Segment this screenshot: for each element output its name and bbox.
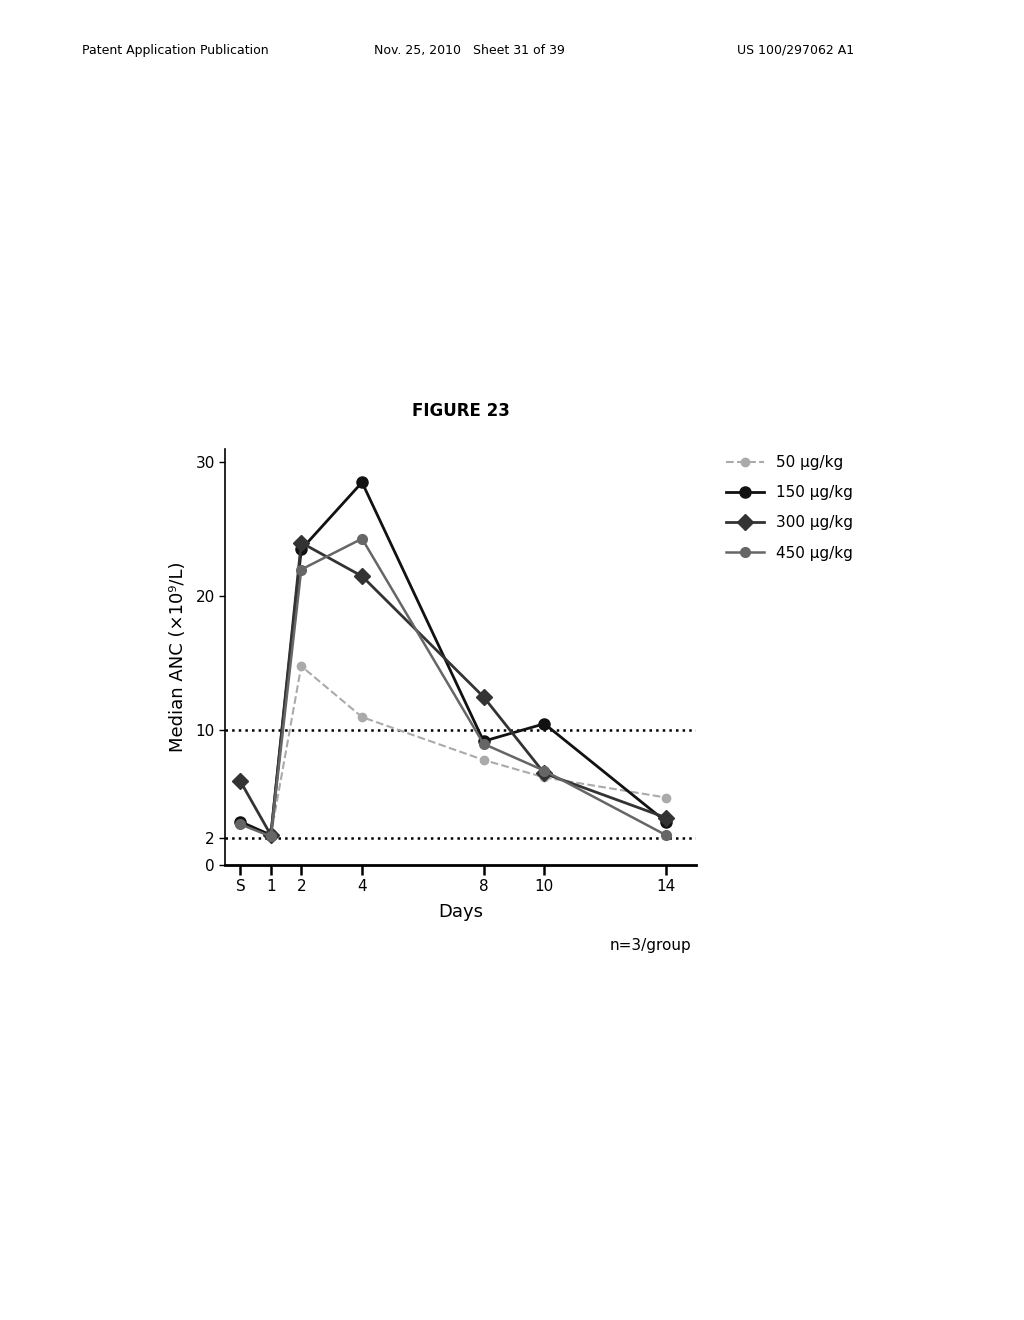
Line: 150 μg/kg: 150 μg/kg — [234, 477, 672, 841]
50 μg/kg — [234, 817, 247, 833]
150 μg/kg — [659, 813, 672, 829]
Text: Patent Application Publication: Patent Application Publication — [82, 44, 268, 57]
450 μg/kg — [659, 828, 672, 843]
Legend: 50 μg/kg, 150 μg/kg, 300 μg/kg, 450 μg/kg: 50 μg/kg, 150 μg/kg, 300 μg/kg, 450 μg/k… — [720, 449, 859, 566]
150 μg/kg — [295, 541, 307, 557]
150 μg/kg — [539, 715, 551, 731]
300 μg/kg — [539, 766, 551, 781]
150 μg/kg — [234, 813, 247, 829]
Text: n=3/group: n=3/group — [610, 939, 691, 953]
450 μg/kg — [477, 737, 489, 752]
150 μg/kg — [477, 734, 489, 750]
X-axis label: Days: Days — [438, 903, 483, 920]
50 μg/kg — [659, 789, 672, 805]
50 μg/kg — [539, 770, 551, 785]
300 μg/kg — [265, 828, 278, 843]
Line: 300 μg/kg: 300 μg/kg — [234, 537, 672, 841]
450 μg/kg — [295, 561, 307, 577]
50 μg/kg — [265, 828, 278, 843]
450 μg/kg — [539, 763, 551, 779]
Line: 450 μg/kg: 450 μg/kg — [236, 533, 671, 841]
150 μg/kg — [356, 474, 369, 490]
Text: Nov. 25, 2010   Sheet 31 of 39: Nov. 25, 2010 Sheet 31 of 39 — [374, 44, 564, 57]
300 μg/kg — [659, 809, 672, 825]
Text: US 100/297062 A1: US 100/297062 A1 — [737, 44, 854, 57]
450 μg/kg — [356, 531, 369, 546]
Text: FIGURE 23: FIGURE 23 — [412, 401, 510, 420]
300 μg/kg — [295, 535, 307, 550]
300 μg/kg — [234, 774, 247, 789]
50 μg/kg — [356, 709, 369, 725]
50 μg/kg — [295, 659, 307, 675]
150 μg/kg — [265, 828, 278, 843]
Y-axis label: Median ANC (×10⁹/L): Median ANC (×10⁹/L) — [169, 561, 187, 752]
450 μg/kg — [265, 829, 278, 845]
50 μg/kg — [477, 752, 489, 768]
300 μg/kg — [356, 569, 369, 585]
450 μg/kg — [234, 817, 247, 833]
Line: 50 μg/kg: 50 μg/kg — [237, 661, 670, 840]
300 μg/kg — [477, 689, 489, 705]
